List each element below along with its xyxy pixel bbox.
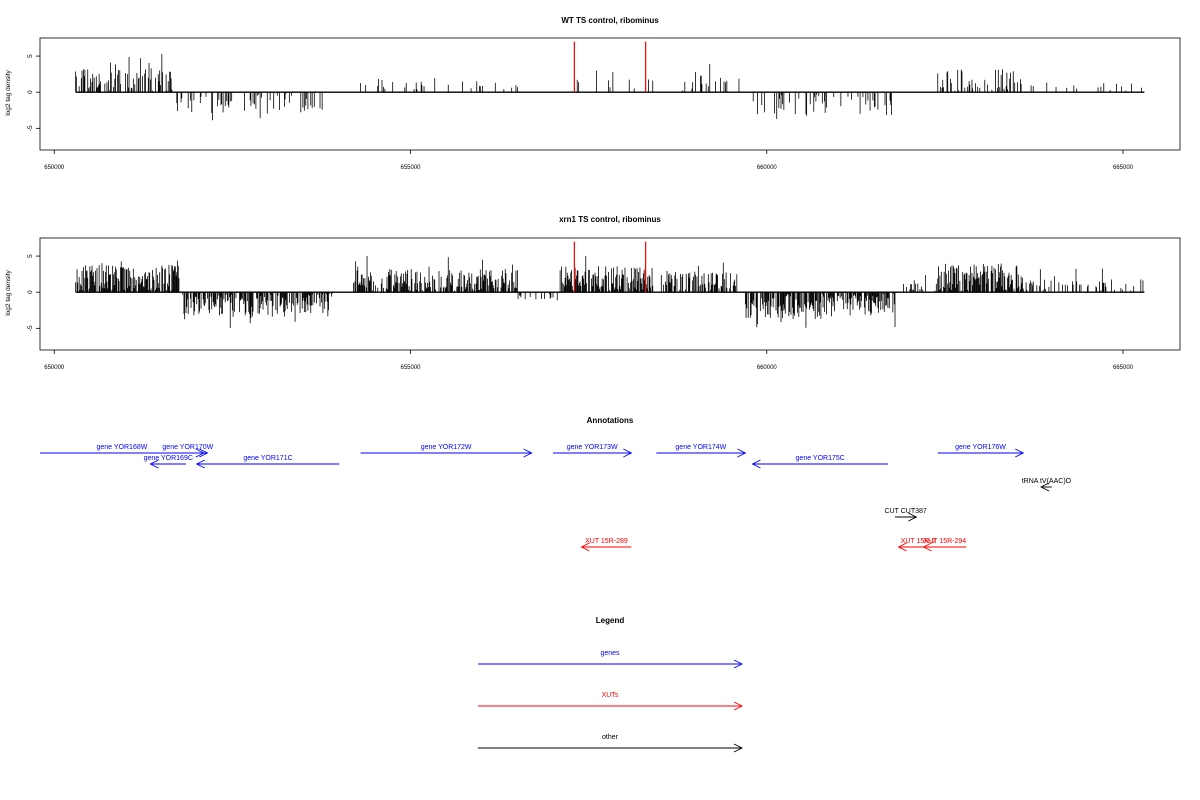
xrn1-bars xyxy=(75,255,1144,329)
annotation-feature: gene YOR172W xyxy=(360,444,533,458)
annotation-feature: gene YOR175C xyxy=(751,455,888,469)
legend-entry: XUTs xyxy=(478,692,744,711)
wt-plot-frame xyxy=(39,37,1181,151)
annotation-label: CUT CUT387 xyxy=(885,508,927,515)
wt-panel: WT TS control, ribominus log2 tag densit… xyxy=(5,16,1181,171)
legend-label: XUTs xyxy=(602,692,619,699)
annotation-label: XUT 15R-289 xyxy=(585,538,628,545)
annotation-label: gene YOR173W xyxy=(567,444,618,451)
wt-y-tick-label: 0 xyxy=(27,90,34,94)
annotation-feature: gene YOR176W xyxy=(937,444,1025,458)
annotation-arrowhead xyxy=(580,542,590,552)
xrn1-y-axis-label: log2 tag density xyxy=(5,269,12,315)
annotation-features: gene YOR168W gene YOR170W gene YOR169C gene… xyxy=(40,444,1072,552)
legend-arrowhead xyxy=(733,701,744,711)
annotations-title: Annotations xyxy=(587,416,634,425)
annotation-label: gene YOR176W xyxy=(955,444,1006,451)
wt-x-tick-label: 655000 xyxy=(400,165,421,171)
xrn1-x-tick-label: 660000 xyxy=(757,365,778,371)
annotation-feature: XUT 15R-294 xyxy=(922,538,967,552)
xrn1-y-tick-label: 5 xyxy=(27,254,34,258)
annotation-arrowhead xyxy=(623,448,633,458)
annotation-arrowhead xyxy=(922,542,932,552)
annotation-feature: gene YOR169C xyxy=(144,455,193,469)
xrn1-y-tick-label: 0 xyxy=(27,290,34,294)
annotations-panel: Annotations gene YOR168W gene YOR170Wgene… xyxy=(40,416,1072,552)
annotation-arrowhead xyxy=(195,459,205,469)
annotation-arrowhead xyxy=(737,448,747,458)
wt-bars xyxy=(75,53,1142,121)
legend-arrowhead xyxy=(733,743,744,753)
legend-panel: Legend genes XUTs other xyxy=(478,616,744,753)
wt-y-tick-label: 5 xyxy=(27,54,34,58)
legend-entry: genes xyxy=(478,650,744,669)
wt-x-tick-label: 650000 xyxy=(44,165,65,171)
annotation-arrowhead xyxy=(1015,448,1025,458)
annotation-feature: tRNA tV(AAC)O xyxy=(1022,478,1072,492)
wt-y-tick-label: -5 xyxy=(27,125,34,131)
wt-plot-area: 5 0 -5 650000 655000 660000 665000 xyxy=(27,37,1181,171)
legend-label: genes xyxy=(600,650,620,657)
xrn1-panel-title: xrn1 TS control, ribominus xyxy=(559,215,661,224)
xrn1-plot-frame xyxy=(39,237,1181,351)
legend-entry: other xyxy=(478,734,744,753)
annotation-label: gene YOR169C xyxy=(144,455,193,462)
annotation-arrowhead xyxy=(908,512,918,522)
annotation-feature: gene YOR174W xyxy=(656,444,747,458)
xrn1-plot-area: 5 0 -5 650000 655000 660000 665000 xyxy=(27,237,1181,371)
legend-arrowhead xyxy=(733,659,744,669)
annotation-label: gene YOR168W xyxy=(97,444,148,451)
annotation-arrowhead xyxy=(897,542,907,552)
annotation-label: gene YOR174W xyxy=(675,444,726,451)
annotation-label: gene YOR171C xyxy=(243,455,292,462)
annotation-label: gene YOR175C xyxy=(796,455,845,462)
annotation-label: gene YOR170W xyxy=(162,444,213,451)
annotation-label: gene YOR172W xyxy=(421,444,472,451)
annotation-feature: XUT 15R-289 xyxy=(580,538,632,552)
annotation-arrowhead xyxy=(1040,482,1050,492)
annotation-feature: gene YOR173W xyxy=(553,444,633,458)
annotation-label: XUT 15R-294 xyxy=(924,538,967,545)
annotation-arrowhead xyxy=(523,448,533,458)
annotation-label: tRNA tV(AAC)O xyxy=(1022,478,1072,485)
annotation-feature: gene YOR170W xyxy=(162,444,214,458)
annotation-feature: gene YOR171C xyxy=(195,455,340,469)
wt-panel-title: WT TS control, ribominus xyxy=(561,16,659,25)
annotation-label: XUT 15R-2 xyxy=(901,538,936,545)
xrn1-panel: xrn1 TS control, ribominus log2 tag dens… xyxy=(5,215,1181,371)
wt-x-tick-label: 660000 xyxy=(757,165,778,171)
wt-x-tick-label: 665000 xyxy=(1113,165,1134,171)
xrn1-x-tick-label: 650000 xyxy=(44,365,65,371)
xrn1-y-tick-label: -5 xyxy=(27,325,34,331)
annotation-feature: CUT CUT387 xyxy=(885,508,927,522)
xrn1-x-tick-label: 665000 xyxy=(1113,365,1134,371)
legend-title: Legend xyxy=(596,616,625,625)
annotation-arrowhead xyxy=(199,448,209,458)
legend-label: other xyxy=(602,734,619,741)
annotation-arrowhead xyxy=(751,459,761,469)
wt-y-axis-label: log2 tag density xyxy=(5,69,12,115)
legend-entries: genes XUTs other xyxy=(478,650,744,753)
annotation-arrowhead xyxy=(149,459,159,469)
xrn1-x-tick-label: 655000 xyxy=(400,365,421,371)
